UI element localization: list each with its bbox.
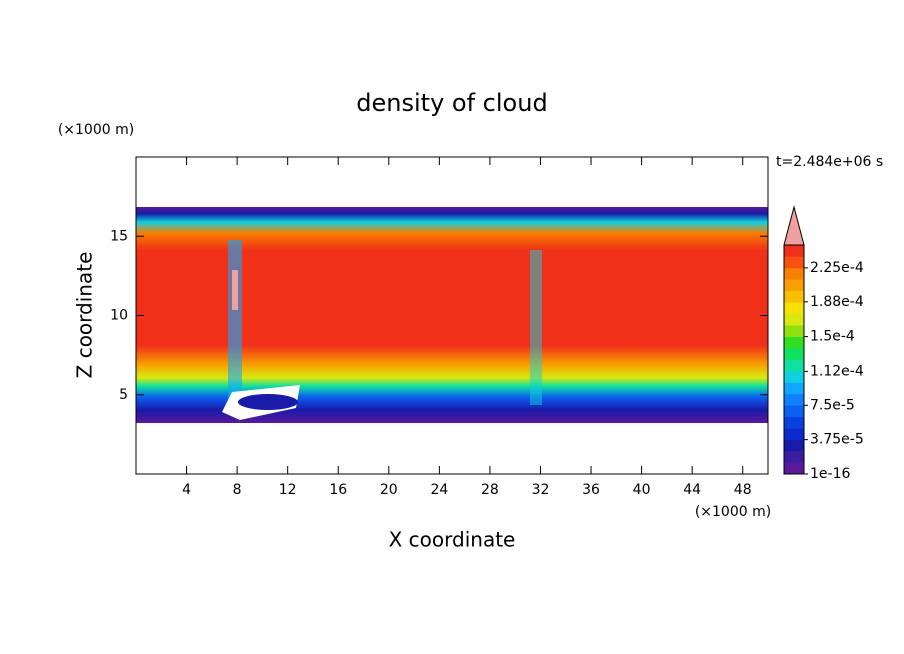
colorbar-band [784, 336, 804, 349]
x-axis-label: X coordinate [389, 528, 516, 552]
x-tick-label: 24 [430, 482, 448, 498]
x-tick-label: 36 [582, 482, 600, 498]
colorbar-tick-label: 1e-16 [810, 466, 850, 482]
colorbar-band [784, 348, 804, 360]
colorbar-band [784, 325, 804, 337]
colorbar-tick-label: 3.75e-5 [810, 432, 864, 448]
colorbar-tick-label: 2.25e-4 [810, 260, 864, 276]
colorbar-band [784, 451, 804, 463]
colorbar-band [784, 290, 804, 303]
colorbar-band [784, 416, 804, 429]
colorbar-band [784, 393, 804, 406]
y-unit: (×1000 m) [58, 122, 134, 138]
y-tick-label: 10 [110, 308, 128, 324]
colorbar-band [784, 370, 804, 383]
x-tick-label: 28 [481, 482, 499, 498]
x-tick-label: 4 [182, 482, 191, 498]
colorbar-extend [783, 205, 805, 246]
colorbar-band [784, 267, 804, 280]
colorbar-band [784, 302, 804, 314]
x-tick-label: 8 [233, 482, 242, 498]
x-tick-label: 40 [633, 482, 651, 498]
colorbar-band [784, 359, 804, 372]
colorbar-band [784, 279, 804, 292]
colorbar-band [784, 405, 804, 418]
x-tick-label: 44 [683, 482, 701, 498]
x-tick-label: 32 [532, 482, 550, 498]
colorbar-band [784, 462, 804, 475]
colorbar-tick-label: 1.5e-4 [810, 329, 855, 345]
colorbar-tick-label: 1.88e-4 [810, 294, 864, 310]
colorbar-band [784, 245, 804, 257]
colorbar-band [784, 256, 804, 269]
y-axis-label: Z coordinate [73, 252, 97, 379]
y-tick-label: 5 [119, 387, 128, 403]
colorbar-band [784, 313, 804, 326]
colorbar-band [784, 382, 804, 395]
colorbar-band [784, 428, 804, 440]
y-tick-label: 15 [110, 228, 128, 244]
x-tick-label: 20 [380, 482, 398, 498]
chart-title: density of cloud [356, 89, 547, 117]
colorbar-tick-label: 1.12e-4 [810, 363, 864, 379]
colorbar-tick-label: 7.5e-5 [810, 397, 855, 413]
x-tick-label: 12 [279, 482, 297, 498]
x-tick-label: 16 [329, 482, 347, 498]
field [136, 207, 768, 423]
colorbar-band [784, 439, 804, 452]
x-tick-label: 48 [734, 482, 752, 498]
x-unit: (×1000 m) [695, 504, 771, 520]
colorbar-frame [783, 244, 805, 475]
annotation: t=2.484e+06 s [776, 154, 883, 170]
